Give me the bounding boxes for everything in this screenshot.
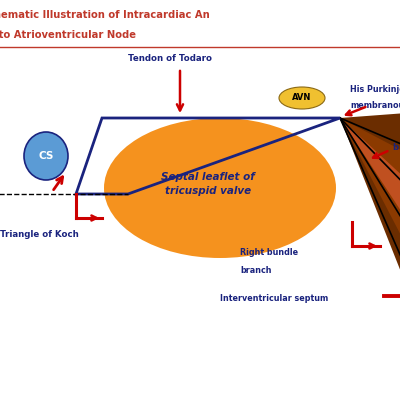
Text: membranous: membranous <box>350 102 400 110</box>
Text: Septal leaflet of
tricuspid valve: Septal leaflet of tricuspid valve <box>161 172 255 196</box>
Text: Triangle of Koch: Triangle of Koch <box>0 230 79 239</box>
Text: p to Atrioventricular Node: p to Atrioventricular Node <box>0 30 136 40</box>
Ellipse shape <box>104 118 336 258</box>
Text: Interventricular septum: Interventricular septum <box>220 294 328 303</box>
Text: AVN: AVN <box>292 94 312 102</box>
Polygon shape <box>340 118 400 272</box>
Polygon shape <box>340 118 400 240</box>
Polygon shape <box>340 112 400 320</box>
Text: chematic Illustration of Intracardiac An: chematic Illustration of Intracardiac An <box>0 10 210 20</box>
Ellipse shape <box>24 132 68 180</box>
Text: b: b <box>392 144 398 152</box>
Ellipse shape <box>279 87 325 109</box>
Text: Right bundle: Right bundle <box>240 248 298 257</box>
Text: Tendon of Todaro: Tendon of Todaro <box>128 54 212 63</box>
Text: His Purkinje b: His Purkinje b <box>350 86 400 94</box>
Text: CS: CS <box>38 151 54 161</box>
Text: branch: branch <box>240 266 272 275</box>
